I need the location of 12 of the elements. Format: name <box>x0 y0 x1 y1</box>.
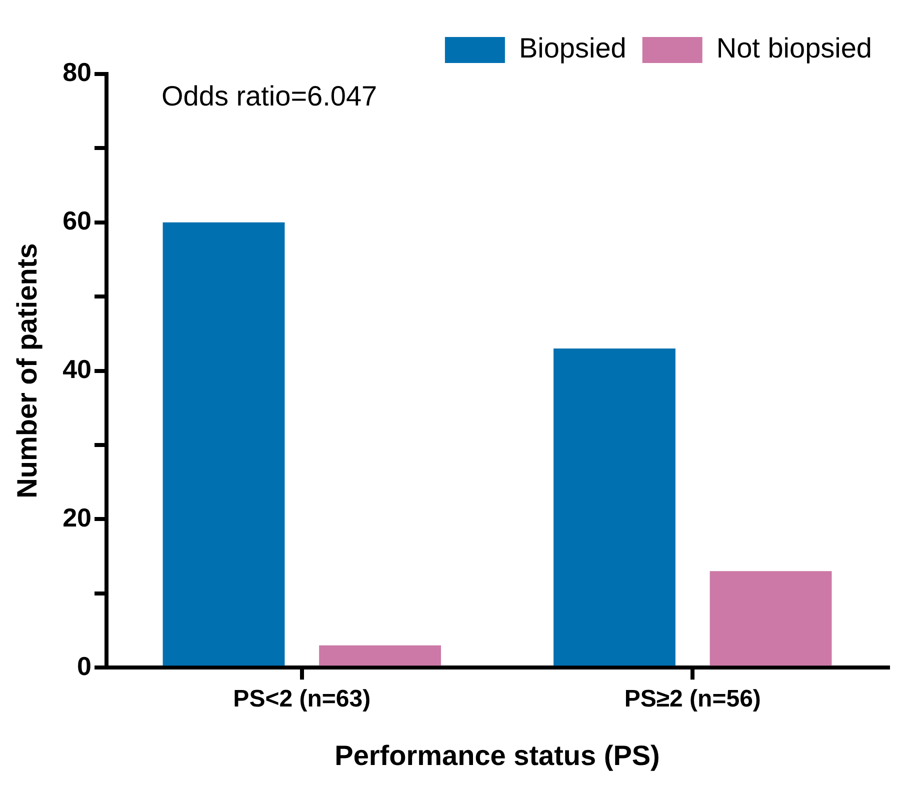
y-tick-label: 40 <box>62 354 92 384</box>
legend-label: Biopsied <box>518 32 626 64</box>
y-axis-title: Number of patients <box>12 243 43 498</box>
y-tick-label: 60 <box>62 206 92 236</box>
y-tick-label: 80 <box>62 57 92 88</box>
y-tick-label: 0 <box>77 650 92 681</box>
x-tick-label: PS<2 (n=63) <box>233 686 371 713</box>
annotation: Odds ratio=6.047 <box>162 80 378 112</box>
legend-label: Not biopsied <box>716 32 872 64</box>
y-tick-label: 20 <box>62 502 92 532</box>
x-axis-title: Performance status (PS) <box>334 740 660 771</box>
x-tick-label: PS≥2 (n=56) <box>624 686 761 713</box>
